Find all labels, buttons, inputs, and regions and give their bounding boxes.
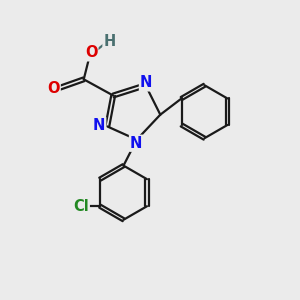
Text: Cl: Cl: [73, 199, 89, 214]
Text: H: H: [103, 34, 116, 49]
Text: O: O: [85, 45, 98, 60]
Text: N: N: [130, 136, 142, 151]
Text: N: N: [140, 75, 152, 90]
Text: O: O: [47, 81, 60, 96]
Text: N: N: [93, 118, 105, 133]
